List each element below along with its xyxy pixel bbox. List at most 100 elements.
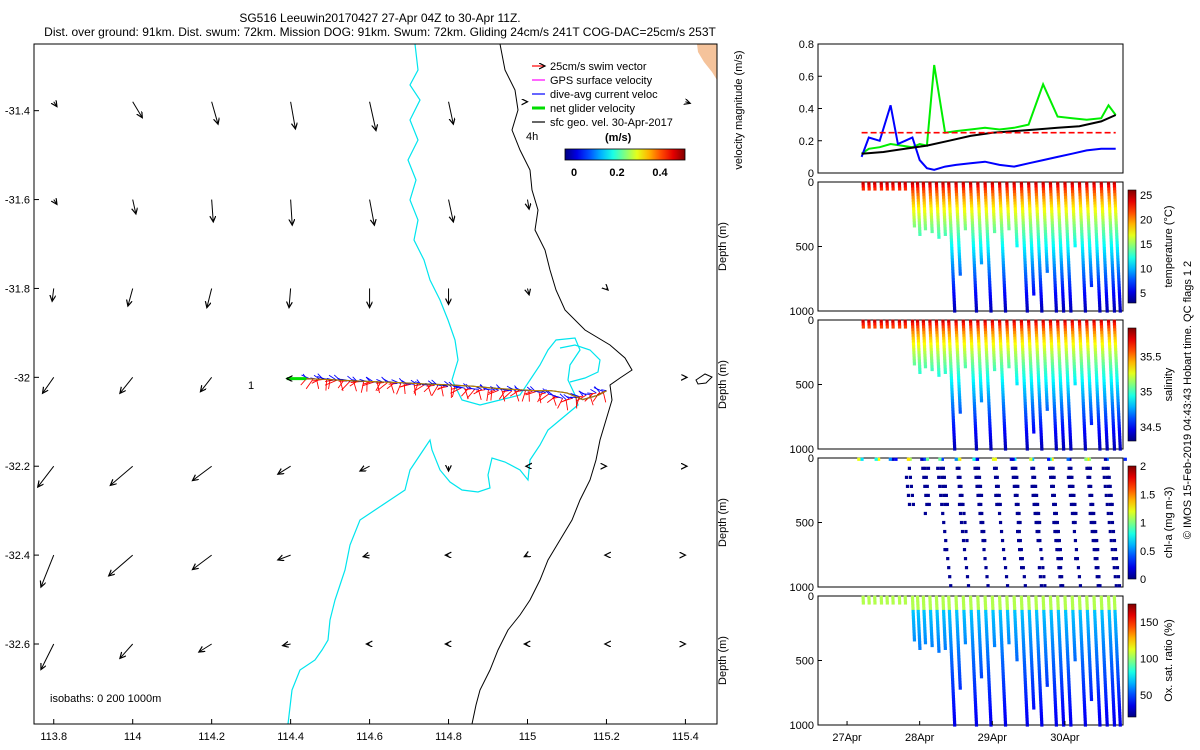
section-sample bbox=[1044, 244, 1048, 248]
section-sample bbox=[984, 198, 988, 202]
section-sample bbox=[1095, 241, 1099, 245]
section-sample bbox=[978, 373, 982, 377]
section-sample bbox=[885, 322, 889, 326]
section-sample bbox=[1077, 181, 1082, 185]
section-sample bbox=[978, 365, 982, 369]
section-sample bbox=[1039, 712, 1043, 716]
section-sample bbox=[1112, 723, 1117, 727]
section-sample bbox=[1031, 493, 1035, 498]
section-sample bbox=[1064, 212, 1069, 217]
section-sample bbox=[1053, 424, 1057, 428]
section-sample bbox=[962, 201, 966, 205]
section-sample bbox=[1097, 427, 1101, 431]
section-sample bbox=[1068, 703, 1072, 707]
section-sample bbox=[1109, 493, 1113, 498]
section-sample bbox=[1093, 342, 1097, 346]
section-sample bbox=[960, 529, 965, 534]
section-sample bbox=[985, 353, 989, 357]
section-sample bbox=[952, 444, 957, 448]
section-sample bbox=[999, 626, 1003, 631]
section-sample bbox=[976, 190, 980, 194]
section-sample bbox=[1050, 624, 1054, 628]
section-sample bbox=[1100, 198, 1104, 202]
section-sample bbox=[979, 255, 983, 259]
section-sample bbox=[1053, 511, 1057, 516]
section-sample bbox=[951, 263, 955, 268]
section-sample bbox=[1045, 672, 1049, 676]
section-sample bbox=[1059, 244, 1063, 248]
section-sample bbox=[1113, 607, 1117, 611]
section-sample bbox=[985, 643, 989, 648]
section-sample bbox=[923, 210, 927, 214]
section-sample bbox=[991, 328, 995, 332]
section-sample bbox=[1012, 466, 1016, 470]
section-sample bbox=[963, 353, 967, 357]
section-sample bbox=[1107, 331, 1111, 335]
section-sample bbox=[978, 638, 982, 642]
section-ylabel: Depth (m) bbox=[717, 636, 729, 685]
section-sample bbox=[1093, 212, 1098, 217]
section-sample bbox=[1056, 331, 1060, 335]
section-sample bbox=[1104, 283, 1108, 288]
section-sample bbox=[1024, 289, 1029, 293]
section-sample bbox=[1042, 345, 1046, 349]
section-sample bbox=[1053, 283, 1057, 288]
section-sample bbox=[1118, 436, 1122, 440]
section-sample bbox=[996, 502, 1001, 507]
section-sample bbox=[1002, 407, 1006, 411]
section-sample bbox=[1002, 686, 1006, 690]
section-sample bbox=[1037, 249, 1041, 254]
section-sample bbox=[1068, 714, 1073, 719]
section-sample bbox=[1066, 669, 1070, 673]
section-sample bbox=[1088, 511, 1092, 516]
section-sample bbox=[937, 646, 941, 650]
swim-vector bbox=[602, 391, 607, 403]
section-sample bbox=[1114, 362, 1118, 366]
section-sample bbox=[1043, 212, 1047, 217]
map-ytick-label: -32.2 bbox=[5, 461, 30, 473]
section-sample bbox=[977, 212, 981, 217]
section-sample bbox=[1105, 298, 1109, 302]
dac-vector bbox=[570, 393, 580, 398]
section-sample bbox=[918, 227, 922, 231]
section-sample bbox=[1066, 387, 1070, 392]
section-sample bbox=[1060, 404, 1064, 409]
section-sample bbox=[947, 328, 951, 332]
section-sample bbox=[1068, 438, 1073, 443]
section-sample bbox=[1110, 261, 1114, 265]
section-sample bbox=[1035, 353, 1040, 357]
section-sample bbox=[1051, 652, 1055, 656]
section-sample bbox=[1072, 229, 1077, 234]
section-sample bbox=[1055, 520, 1059, 525]
section-sample bbox=[1115, 370, 1119, 374]
section-sample bbox=[1025, 298, 1029, 302]
section-sample bbox=[1043, 641, 1047, 645]
section-sample bbox=[1080, 384, 1085, 389]
section-sample bbox=[1036, 632, 1040, 636]
section-sample bbox=[1018, 520, 1022, 525]
section-sample bbox=[970, 215, 974, 219]
section-sample bbox=[1080, 238, 1084, 242]
section-sample bbox=[973, 289, 978, 293]
section-sample bbox=[1085, 195, 1090, 200]
section-sample bbox=[1061, 433, 1065, 437]
section-sample bbox=[1117, 419, 1121, 423]
section-sample bbox=[1079, 353, 1083, 357]
section-sample bbox=[1054, 511, 1058, 516]
section-sample bbox=[1005, 609, 1010, 614]
section-sample bbox=[1072, 218, 1076, 222]
section-sample bbox=[1001, 399, 1005, 403]
section-sample bbox=[956, 356, 960, 360]
section-sample bbox=[1109, 241, 1113, 245]
section-sample bbox=[1111, 700, 1116, 704]
section-sample bbox=[991, 615, 995, 619]
section-sample bbox=[988, 695, 992, 699]
section-sample bbox=[1057, 350, 1061, 355]
section-sample bbox=[1099, 595, 1103, 599]
section-sample bbox=[1036, 652, 1041, 656]
section-sample bbox=[1087, 484, 1091, 488]
section-sample bbox=[1065, 227, 1069, 231]
section-sample bbox=[1108, 345, 1112, 349]
section-sample bbox=[990, 181, 994, 185]
section-sample bbox=[1025, 712, 1029, 716]
